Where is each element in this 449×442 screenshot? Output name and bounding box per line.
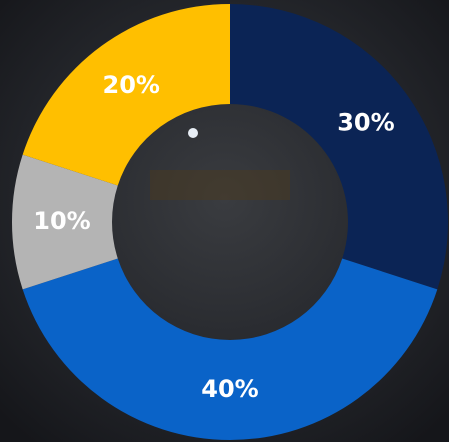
donut-slice	[22, 258, 438, 440]
value-label: 30%	[337, 108, 394, 136]
value-label: 20%	[103, 71, 160, 99]
donut-slice	[11, 154, 118, 290]
donut-slice	[22, 4, 231, 186]
background-light	[188, 128, 198, 138]
value-label: 10%	[33, 207, 90, 235]
value-label: 40%	[201, 375, 258, 403]
background-detail	[150, 170, 290, 200]
donut-slice	[230, 4, 448, 290]
